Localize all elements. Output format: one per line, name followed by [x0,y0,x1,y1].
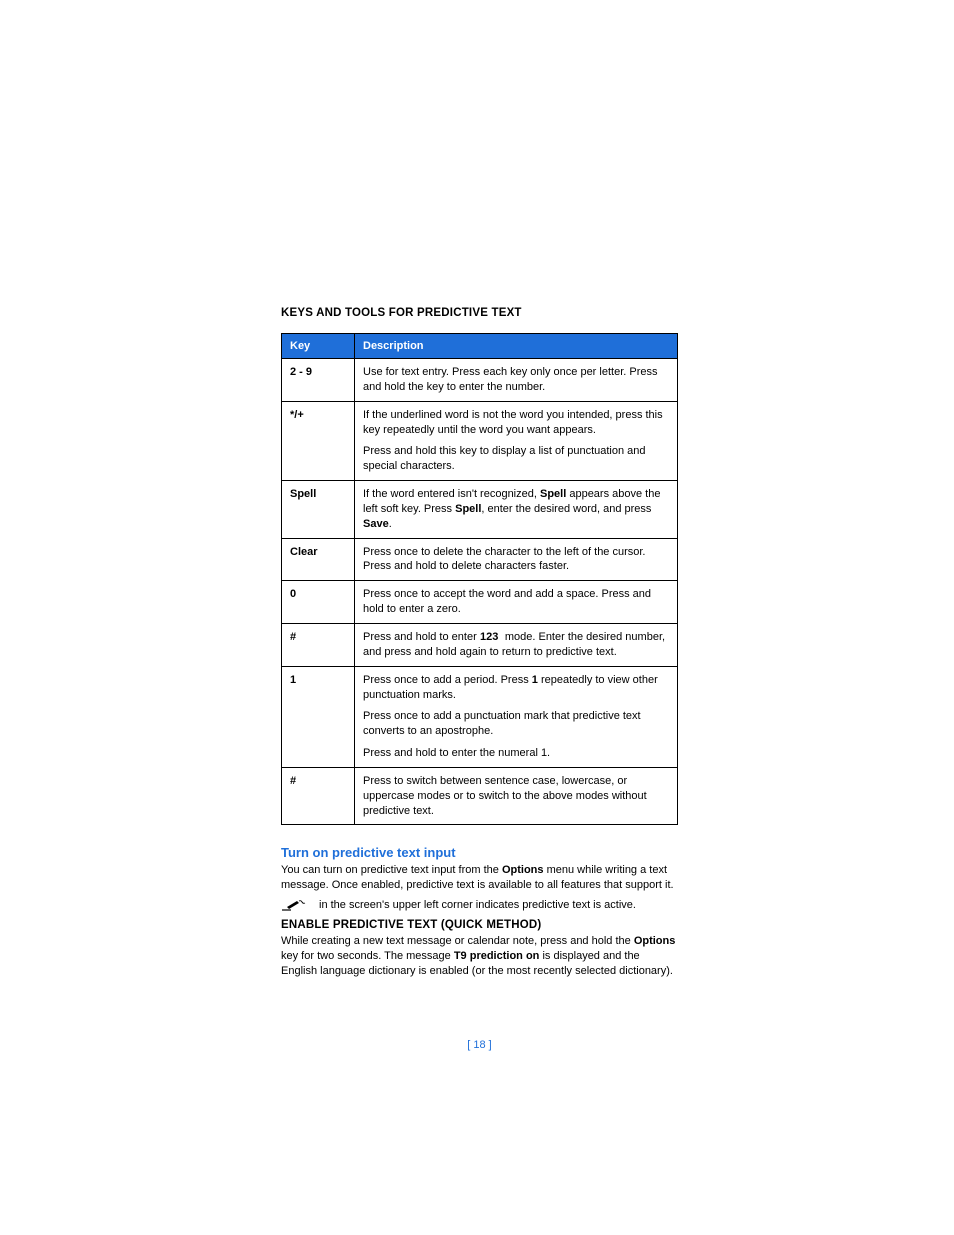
desc-text: Press and hold to enter 123 mode. Enter … [363,630,669,660]
numeric-mode-icon: 123 [480,631,502,641]
keys-table: Key Description 2 - 9 Use for text entry… [281,333,678,825]
desc-cell: Press once to delete the character to th… [355,538,678,581]
table-row: Spell If the word entered isn't recogniz… [282,481,678,539]
bold-text: Save [363,518,389,530]
body-paragraph: You can turn on predictive text input fr… [281,863,678,893]
col-header-key: Key [282,334,355,359]
text: key for two seconds. The message [281,950,454,962]
page-num-value: 18 [473,1039,485,1051]
text: While creating a new text message or cal… [281,935,634,947]
key-cell: Clear [282,538,355,581]
document-page: KEYS AND TOOLS FOR PREDICTIVE TEXT Key D… [0,0,954,1051]
key-cell: 0 [282,581,355,624]
text: . [389,518,392,530]
desc-text: Use for text entry. Press each key only … [363,365,669,395]
bold-text: T9 prediction on [454,950,540,962]
desc-cell: If the underlined word is not the word y… [355,401,678,480]
text: Press once to add a period. Press [363,674,532,686]
table-row: */+ If the underlined word is not the wo… [282,401,678,480]
key-cell: */+ [282,401,355,480]
desc-text: Press once to add a period. Press 1 repe… [363,673,669,703]
desc-text: Press once to delete the character to th… [363,545,669,575]
desc-text: If the word entered isn't recognized, Sp… [363,487,669,532]
col-header-description: Description [355,334,678,359]
section-header: KEYS AND TOOLS FOR PREDICTIVE TEXT [281,307,678,319]
desc-text: Press and hold to enter the numeral 1. [363,746,669,761]
desc-cell: Press once to add a period. Press 1 repe… [355,666,678,767]
subsection-title: Turn on predictive text input [281,845,678,860]
table-row: Clear Press once to delete the character… [282,538,678,581]
desc-text: If the underlined word is not the word y… [363,408,669,438]
bold-text: Options [634,935,676,947]
table-row: # Press and hold to enter 123 mode. Ente… [282,623,678,666]
bold-text: Options [502,864,544,876]
quick-method-header: ENABLE PREDICTIVE TEXT (QUICK METHOD) [281,919,678,931]
predictive-icon-line: in the screen's upper left corner indica… [281,899,678,911]
desc-cell: Press to switch between sentence case, l… [355,767,678,825]
table-row: # Press to switch between sentence case,… [282,767,678,825]
predictive-pen-icon [281,899,307,911]
desc-cell: If the word entered isn't recognized, Sp… [355,481,678,539]
svg-text:123: 123 [480,631,498,641]
text: You can turn on predictive text input fr… [281,864,502,876]
icon-line-text: in the screen's upper left corner indica… [319,899,636,911]
bracket-close: ] [486,1039,492,1051]
desc-text: Press once to accept the word and add a … [363,587,669,617]
desc-cell: Use for text entry. Press each key only … [355,359,678,402]
text: , enter the desired word, and press [481,503,651,515]
key-cell: 1 [282,666,355,767]
key-cell: 2 - 9 [282,359,355,402]
text: Press and hold to enter [363,631,480,643]
table-row: 2 - 9 Use for text entry. Press each key… [282,359,678,402]
content-column: KEYS AND TOOLS FOR PREDICTIVE TEXT Key D… [281,307,678,1051]
desc-text: Press and hold this key to display a lis… [363,444,669,474]
key-cell: Spell [282,481,355,539]
bold-text: Spell [540,488,566,500]
text: If the word entered isn't recognized, [363,488,540,500]
table-row: 1 Press once to add a period. Press 1 re… [282,666,678,767]
key-cell: # [282,623,355,666]
desc-text: Press to switch between sentence case, l… [363,774,669,819]
body-paragraph: While creating a new text message or cal… [281,934,678,979]
desc-text: Press once to add a punctuation mark tha… [363,709,669,739]
desc-cell: Press once to accept the word and add a … [355,581,678,624]
key-cell: # [282,767,355,825]
page-number: [ 18 ] [281,1039,678,1051]
table-row: 0 Press once to accept the word and add … [282,581,678,624]
desc-cell: Press and hold to enter 123 mode. Enter … [355,623,678,666]
bold-text: Spell [455,503,481,515]
